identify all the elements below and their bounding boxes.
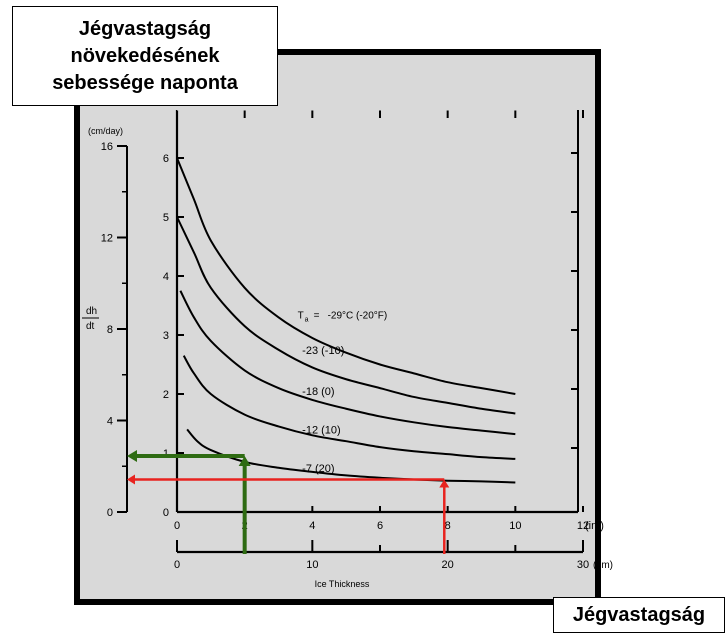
green-guide-left-arrowhead — [127, 449, 137, 462]
red-guide-up-arrowhead — [439, 479, 450, 488]
inner-y-tick-label: 4 — [163, 271, 169, 283]
callout-axis-box: Jégvastagság — [553, 597, 725, 633]
callout-title-box: Jégvastagság növekedésének sebessége nap… — [12, 6, 278, 106]
series-label-2: -23 (-10) — [302, 345, 344, 357]
series-label-1: -29°C (-20°F) — [328, 310, 388, 321]
outer-y-tick-label: 12 — [101, 233, 113, 245]
x-in-tick-label: 0 — [174, 520, 180, 532]
x-in-tick-label: 10 — [509, 520, 521, 532]
x-in-tick-label: 12 — [577, 520, 589, 532]
inner-y-tick-label: 3 — [163, 330, 169, 342]
green-guide-up-arrowhead — [238, 455, 251, 466]
series-label-4: -12 (10) — [302, 424, 341, 436]
y-label-dt: dt — [86, 321, 95, 332]
series-label-3: -18 (0) — [302, 386, 334, 398]
series-line-1 — [176, 157, 516, 395]
series-line-4 — [182, 355, 516, 460]
y-label-dh: dh — [86, 306, 97, 317]
outer-y-unit: (cm/day) — [88, 126, 123, 136]
outer-y-tick-label: 4 — [107, 416, 113, 428]
outer-y-tick-label: 8 — [107, 324, 113, 336]
ta-prefix: T — [298, 310, 304, 321]
series-line-5 — [186, 428, 516, 484]
inner-y-tick-label: 5 — [163, 212, 169, 224]
x-cm-tick-label: 20 — [442, 559, 454, 571]
x-cm-tick-label: 0 — [174, 559, 180, 571]
callout-title-line-3: sebessége naponta — [52, 71, 238, 94]
x-in-tick-label: 6 — [377, 520, 383, 532]
x-cm-unit: (cm) — [593, 560, 613, 571]
red-guide-left-arrowhead — [127, 474, 135, 485]
callout-title-line-2: növekedésének — [70, 44, 220, 67]
x-in-unit: (in.) — [585, 520, 604, 532]
inner-y-tick-label: 6 — [163, 153, 169, 165]
x-cm-tick-label: 30 — [577, 559, 589, 571]
ta-subscript: a — [305, 316, 309, 323]
x-cm-tick-label: 10 — [306, 559, 318, 571]
chart-panel — [74, 49, 601, 605]
ta-equals: = — [314, 310, 320, 321]
series-line-2 — [176, 216, 516, 415]
x-in-tick-label: 4 — [309, 520, 315, 532]
inner-y-tick-label: 0 — [163, 507, 169, 519]
inner-y-tick-label: 2 — [163, 389, 169, 401]
outer-y-tick-label: 0 — [107, 507, 113, 519]
outer-y-tick-label: 16 — [101, 141, 113, 153]
series-line-3 — [179, 290, 516, 436]
x-in-tick-label: 8 — [445, 520, 451, 532]
callout-title-line-1: Jégvastagság — [78, 17, 212, 40]
x-axis-title: Ice Thickness — [315, 579, 370, 589]
chart-layer: 0123456024681012(in.)0481216(cm/day)dhdt… — [82, 109, 613, 589]
series-label-5: -7 (20) — [302, 463, 334, 475]
